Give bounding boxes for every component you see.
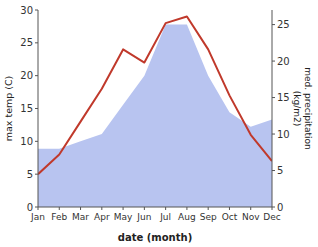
y2-axis-label-line: (kg/m2) — [292, 91, 302, 126]
x-tick-label: Jun — [136, 212, 151, 222]
x-tick — [101, 207, 102, 210]
chart: JanFebMarAprMayJunJulAugSepOctNovDec0510… — [0, 0, 318, 247]
y-tick-label: 20 — [20, 70, 33, 81]
y2-tick-label: 15 — [277, 92, 290, 103]
x-tick — [123, 207, 124, 210]
y-tick — [35, 207, 38, 208]
y2-tick — [272, 97, 275, 98]
x-tick-label: Oct — [222, 212, 238, 222]
y-tick — [35, 108, 38, 109]
x-tick-label: Mar — [72, 212, 89, 222]
y-tick-label: 5 — [27, 169, 33, 180]
y-tick — [35, 141, 38, 142]
y-tick-label: 0 — [27, 202, 33, 213]
y2-tick-label: 0 — [277, 202, 283, 213]
y2-tick — [272, 207, 275, 208]
temperature-line — [38, 17, 272, 175]
y-tick-label: 15 — [20, 103, 33, 114]
y2-tick-label: 10 — [277, 129, 290, 140]
y2-axis-label: med. precipitation(kg/m2) — [292, 67, 313, 149]
y-tick-label: 25 — [20, 37, 33, 48]
x-tick — [80, 207, 81, 210]
y2-tick — [272, 134, 275, 135]
y-tick-label: 10 — [20, 136, 33, 147]
x-tick — [250, 207, 251, 210]
chart-container: JanFebMarAprMayJunJulAugSepOctNovDec0510… — [0, 0, 318, 247]
x-tick — [229, 207, 230, 210]
y2-axis-label-line: med. precipitation — [303, 67, 313, 149]
y-tick — [35, 42, 38, 43]
x-tick-label: Nov — [242, 212, 260, 222]
y-tick — [35, 75, 38, 76]
x-tick-label: Dec — [263, 212, 280, 222]
x-tick — [144, 207, 145, 210]
y-tick — [35, 10, 38, 11]
plot-area — [38, 17, 272, 207]
y2-tick-label: 25 — [277, 19, 290, 30]
y-tick — [35, 174, 38, 175]
y2-tick-label: 20 — [277, 56, 290, 67]
x-tick — [165, 207, 166, 210]
x-tick-label: Sep — [200, 212, 217, 222]
x-tick-label: Aug — [178, 212, 196, 222]
x-tick-label: Apr — [94, 212, 110, 222]
y2-tick — [272, 61, 275, 62]
x-axis-label: date (month) — [118, 232, 192, 243]
x-tick-label: May — [114, 212, 133, 222]
y2-axis-line — [272, 10, 273, 207]
x-tick — [186, 207, 187, 210]
y-tick-label: 30 — [20, 5, 33, 16]
y2-tick-label: 5 — [277, 165, 283, 176]
y2-tick — [272, 170, 275, 171]
x-axis-line — [38, 207, 272, 208]
precipitation-area — [38, 25, 272, 207]
x-tick-label: Jan — [30, 212, 45, 222]
y2-tick — [272, 24, 275, 25]
x-tick — [208, 207, 209, 210]
y-axis-label: max temp (C) — [3, 76, 14, 142]
x-tick-label: Jul — [159, 212, 171, 222]
x-tick-label: Feb — [51, 212, 67, 222]
x-tick — [59, 207, 60, 210]
